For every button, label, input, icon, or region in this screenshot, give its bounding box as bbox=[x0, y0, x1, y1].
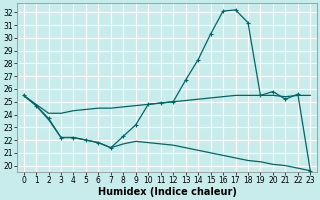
X-axis label: Humidex (Indice chaleur): Humidex (Indice chaleur) bbox=[98, 187, 236, 197]
